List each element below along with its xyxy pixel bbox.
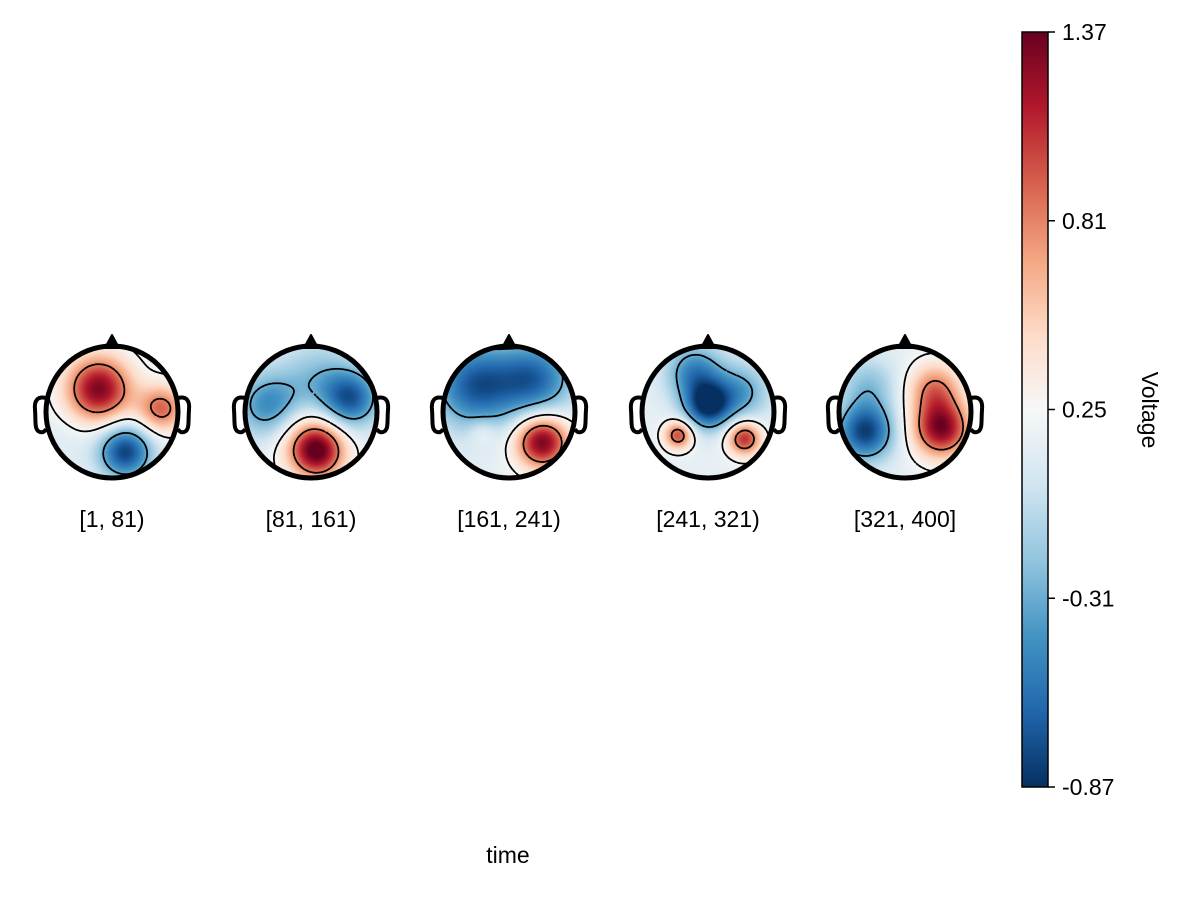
topoplot-panel: [1, 81)	[32, 334, 192, 532]
head-outline	[242, 343, 380, 481]
ear-outline	[573, 395, 589, 435]
head-outline	[639, 343, 777, 481]
head-outline	[836, 343, 974, 481]
topoplot-panel: [161, 241)	[429, 334, 589, 532]
contour-line	[292, 428, 340, 474]
panel-label: [321, 400]	[854, 506, 956, 532]
topoplot-panel: [241, 321)	[628, 334, 788, 532]
topoplot-panel: [321, 400]	[825, 334, 985, 532]
x-axis-label: time	[486, 842, 529, 868]
topoplot-panels: [1, 81) [81, 161) [161, 241) [241, 321) [321…	[32, 334, 985, 532]
colorbar-tick-label: 0.25	[1062, 397, 1107, 423]
colorbar-tick-label: -0.31	[1062, 585, 1114, 611]
ear-outline	[825, 395, 841, 435]
panel-label: [241, 321)	[656, 506, 760, 532]
colorbar-gradient	[1021, 31, 1049, 788]
ear-outline	[32, 395, 48, 435]
ear-outline	[772, 395, 788, 435]
contour-line	[675, 353, 754, 428]
colorbar-tick-label: -0.87	[1062, 774, 1114, 800]
voltage-field	[642, 346, 774, 478]
head-outline	[43, 343, 181, 481]
head-outline	[440, 343, 578, 481]
colorbar-label: Voltage	[1137, 372, 1163, 449]
colorbar: -0.87 -0.31 0.25 0.81 1.37	[1021, 19, 1114, 800]
ear-outline	[628, 395, 644, 435]
ear-outline	[969, 395, 985, 435]
voltage-field	[245, 346, 377, 478]
panel-label: [1, 81)	[79, 506, 144, 532]
ear-outline	[231, 395, 247, 435]
contour-line	[670, 428, 755, 450]
ear-outline	[176, 395, 192, 435]
ear-outline	[429, 395, 445, 435]
contour-line	[73, 363, 172, 418]
panel-label: [81, 161)	[266, 506, 357, 532]
topoplot-panel: [81, 161)	[231, 334, 391, 532]
contour-line	[918, 380, 964, 451]
panel-label: [161, 241)	[457, 506, 561, 532]
ear-outline	[375, 395, 391, 435]
colorbar-tick-label: 1.37	[1062, 19, 1107, 45]
colorbar-tick-label: 0.81	[1062, 208, 1107, 234]
